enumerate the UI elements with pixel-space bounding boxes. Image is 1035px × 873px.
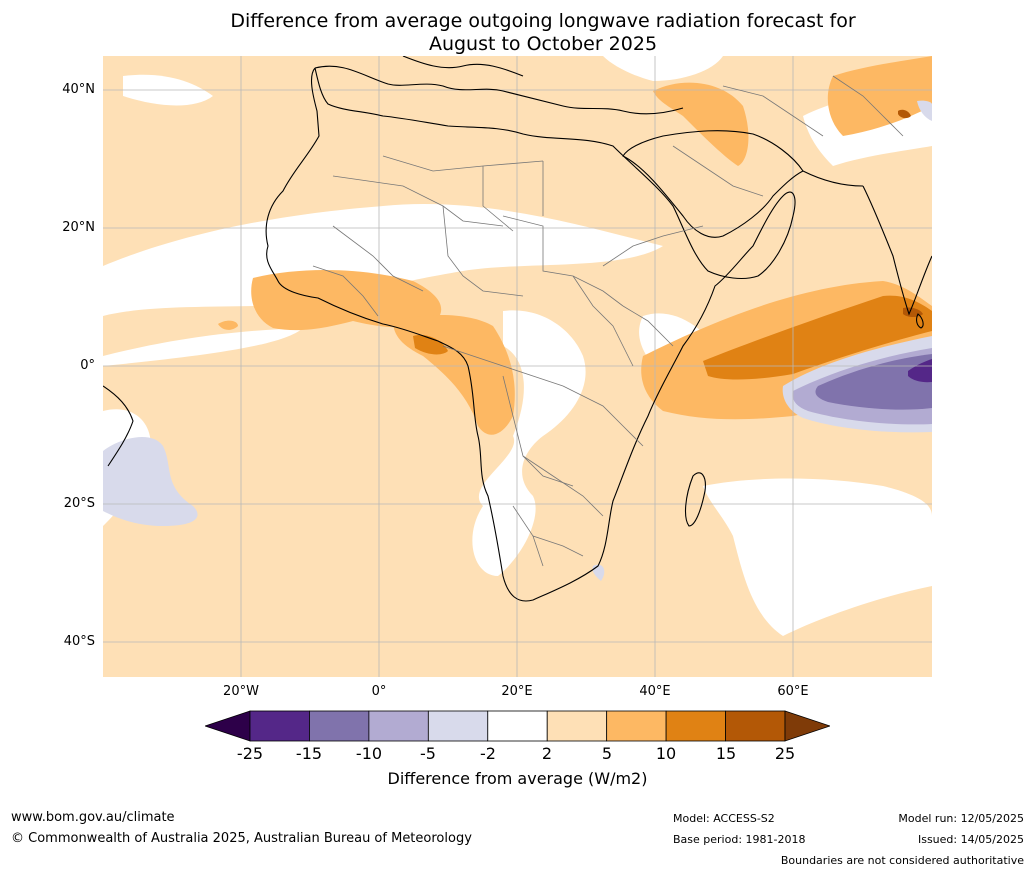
footer-issued: Issued: 14/05/2025 <box>917 833 1024 846</box>
lon-label-0: 0° <box>371 684 387 699</box>
lat-label-40s: 40°S <box>63 634 95 649</box>
colorbar-tick: -5 <box>420 744 436 763</box>
footer-url: www.bom.gov.au/climate <box>11 810 175 825</box>
country-borders <box>312 75 904 567</box>
anomaly-purple <box>815 354 932 410</box>
colorbar-swatch <box>606 710 667 742</box>
footer-model-run: Model run: 12/05/2025 <box>898 812 1024 825</box>
lon-label-40e: 40°E <box>639 684 671 699</box>
colorbar-swatch <box>427 710 489 742</box>
colorbar-swatch <box>725 710 786 742</box>
coastlines <box>103 56 932 602</box>
colorbar-tick: 25 <box>774 744 796 763</box>
colorbar-tick: 2 <box>541 744 553 763</box>
colorbar-swatches <box>203 710 832 742</box>
colorbar-tick: 5 <box>601 744 613 763</box>
lat-label-20s: 20°S <box>63 496 95 511</box>
map-canvas <box>103 56 932 677</box>
lon-label-20e: 20°E <box>501 684 533 699</box>
colorbar-tick: -25 <box>236 744 264 763</box>
anomaly-dark-orange <box>413 295 932 380</box>
colorbar-swatch <box>368 710 429 742</box>
colorbar-swatch <box>487 710 548 742</box>
lon-label-60e: 60°E <box>777 684 809 699</box>
colorbar-tick: 10 <box>655 744 677 763</box>
colorbar-swatch <box>203 710 251 742</box>
colorbar-swatch <box>249 710 310 742</box>
colorbar-tick: 15 <box>715 744 737 763</box>
graticule <box>103 56 932 677</box>
anomaly-dark-purple <box>908 359 932 383</box>
map-title: Difference from average outgoing longwav… <box>103 10 983 56</box>
colorbar-label: Difference from average (W/m2) <box>387 769 648 788</box>
lat-label-40n: 40°N <box>62 82 95 97</box>
lat-label-20n: 20°N <box>62 220 95 235</box>
footer-copyright: © Commonwealth of Australia 2025, Austra… <box>11 831 472 846</box>
footer-base-period: Base period: 1981-2018 <box>673 833 806 846</box>
lon-label-20w: 20°W <box>223 684 259 699</box>
footer-disclaimer: Boundaries are not considered authoritat… <box>780 854 1024 867</box>
map-area <box>103 56 932 677</box>
colorbar-tick: -10 <box>355 744 383 763</box>
colorbar-swatch <box>784 710 832 742</box>
title-line-1: Difference from average outgoing longwav… <box>230 10 856 32</box>
colorbar-swatch <box>665 710 726 742</box>
footer-model: Model: ACCESS-S2 <box>673 812 775 825</box>
colorbar-tick: -15 <box>295 744 323 763</box>
lat-label-0: 0° <box>80 358 95 373</box>
colorbar-swatch <box>309 710 370 742</box>
colorbar-swatch <box>546 710 608 742</box>
title-line-2: August to October 2025 <box>428 33 658 55</box>
colorbar-tick: -2 <box>480 744 496 763</box>
colorbar <box>203 710 832 746</box>
